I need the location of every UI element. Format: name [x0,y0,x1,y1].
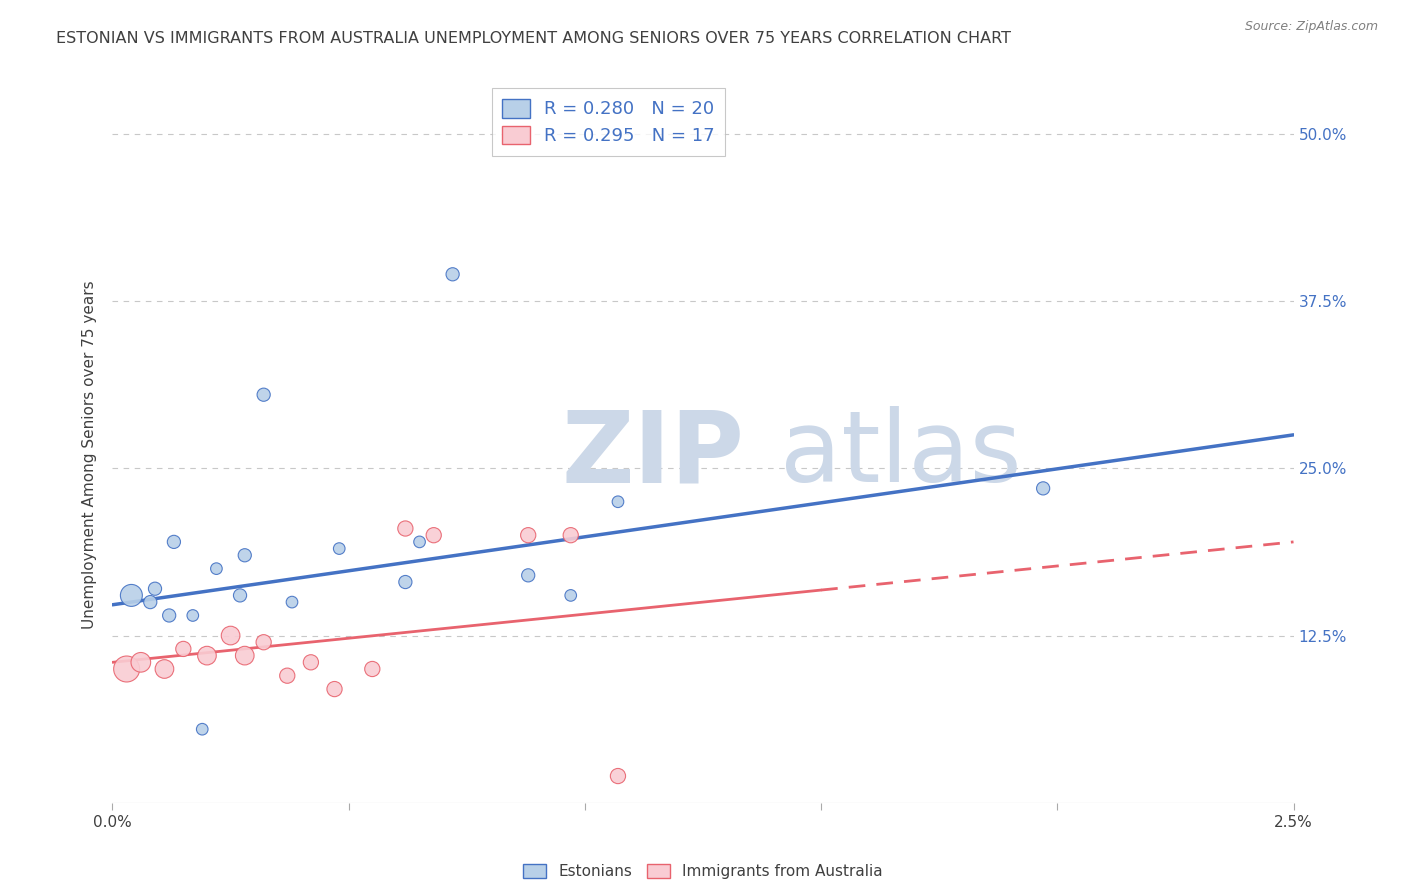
Point [233,648,256,663]
Point [517,568,540,582]
Point [607,769,630,783]
Point [323,681,346,696]
Text: ESTONIAN VS IMMIGRANTS FROM AUSTRALIA UNEMPLOYMENT AMONG SENIORS OVER 75 YEARS C: ESTONIAN VS IMMIGRANTS FROM AUSTRALIA UN… [56,31,1011,46]
Point [253,387,276,401]
Point [328,541,350,556]
Point [139,595,162,609]
Point [219,628,242,642]
Point [361,662,384,676]
Point [115,662,138,676]
Point [205,562,228,576]
Point [560,528,582,542]
Point [233,548,256,563]
Point [299,655,322,669]
Legend: Estonians, Immigrants from Australia: Estonians, Immigrants from Australia [517,858,889,886]
Point [129,655,152,669]
Point [229,589,252,603]
Point [281,595,304,609]
Y-axis label: Unemployment Among Seniors over 75 years: Unemployment Among Seniors over 75 years [82,281,97,629]
Point [181,608,204,623]
Point [276,669,298,683]
Point [1032,482,1054,496]
Point [120,589,142,603]
Point [607,494,630,508]
Point [153,662,176,676]
Point [143,582,166,596]
Text: atlas: atlas [780,407,1021,503]
Point [253,635,276,649]
Point [560,589,582,603]
Point [172,642,194,657]
Point [394,521,416,535]
Point [422,528,444,542]
Point [163,534,186,549]
Point [394,574,416,589]
Text: Source: ZipAtlas.com: Source: ZipAtlas.com [1244,20,1378,33]
Point [441,268,464,282]
Text: ZIP: ZIP [561,407,744,503]
Point [195,648,218,663]
Point [191,723,214,737]
Point [517,528,540,542]
Point [408,534,430,549]
Point [157,608,180,623]
